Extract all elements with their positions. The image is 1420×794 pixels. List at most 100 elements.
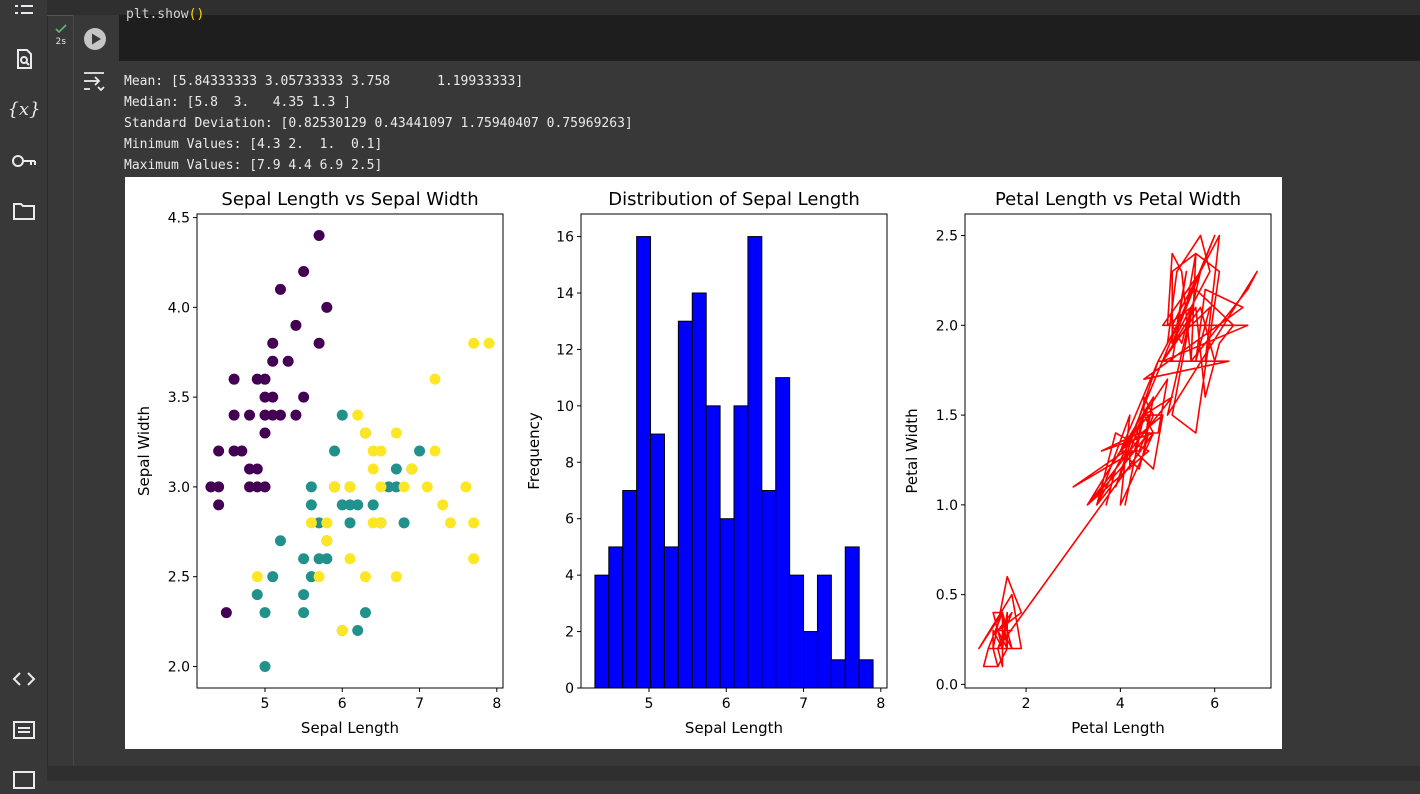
- y-tick-label: 10: [556, 399, 574, 415]
- x-tick-label: 7: [799, 696, 808, 712]
- y-tick-label: 4.5: [168, 211, 190, 227]
- chart-3-y-axis-label: Petal Width: [903, 408, 921, 493]
- x-tick-label: 6: [338, 696, 347, 712]
- terminal-icon[interactable]: [9, 764, 39, 794]
- scatter-point: [259, 607, 271, 619]
- scatter-point: [298, 589, 310, 601]
- scatter-point: [205, 481, 217, 493]
- scatter-point: [336, 625, 348, 637]
- scatter-point: [259, 427, 271, 439]
- scatter-point: [313, 517, 325, 529]
- histogram-bar: [775, 377, 791, 689]
- scatter-point: [236, 445, 248, 457]
- find-replace-icon[interactable]: [9, 44, 39, 74]
- code-parens: (): [188, 7, 205, 22]
- scatter-point: [344, 499, 356, 511]
- scatter-point: [468, 553, 480, 565]
- histogram-bar: [663, 546, 679, 689]
- code-editor[interactable]: plt.show(): [119, 7, 1420, 61]
- chart-3-frame: [964, 213, 1272, 689]
- scatter-point: [305, 571, 317, 583]
- x-tick-label: 8: [876, 696, 885, 712]
- scatter-point: [321, 301, 333, 313]
- scatter-point: [336, 409, 348, 421]
- matplotlib-figure: 5 6 7 8 2.0 2.5 3.0 3.5 4.0 4.5 Sepal Length vs Se…: [125, 177, 1282, 749]
- scatter-point: [290, 409, 302, 421]
- x-tick-label: 4: [1116, 696, 1125, 712]
- x-tick-label: 6: [1210, 696, 1219, 712]
- chart-1-y-axis-label: Sepal Width: [135, 406, 153, 496]
- histogram-bar: [733, 405, 749, 689]
- output-line-std: Standard Deviation: [0.82530129 0.434410…: [124, 116, 633, 131]
- scatter-point: [344, 553, 356, 565]
- scatter-point: [313, 571, 325, 583]
- output-line-mean: Mean: [5.84333333 3.05733333 3.758 1.199…: [124, 74, 524, 89]
- y-tick-label: 6: [565, 512, 574, 528]
- y-tick-label: 0.0: [936, 677, 958, 693]
- scatter-point: [313, 553, 325, 565]
- scatter-point: [267, 391, 279, 403]
- scatter-point: [251, 589, 263, 601]
- scatter-point: [213, 499, 225, 511]
- scatter-point: [228, 445, 240, 457]
- y-tick-label: 4.0: [168, 300, 190, 316]
- scatter-point: [290, 319, 302, 331]
- files-folder-icon[interactable]: [9, 196, 39, 226]
- series-line: [978, 234, 1258, 668]
- scatter-point: [305, 499, 317, 511]
- histogram-bar: [594, 574, 610, 689]
- run-cell-button[interactable]: [72, 16, 118, 62]
- scatter-point: [483, 337, 495, 349]
- scatter-point: [421, 481, 433, 493]
- next-cell-edge: [47, 766, 1420, 781]
- scatter-point: [298, 607, 310, 619]
- scatter-point: [298, 553, 310, 565]
- chart-3-title: Petal Length vs Petal Width: [995, 189, 1241, 210]
- table-of-contents-icon[interactable]: [9, 0, 39, 21]
- execution-time: 2s: [55, 37, 67, 47]
- scatter-point: [398, 481, 410, 493]
- code-snippets-icon[interactable]: [9, 664, 39, 694]
- check-icon: [55, 24, 67, 34]
- scatter-point: [390, 571, 402, 583]
- scatter-point: [274, 283, 286, 295]
- chart-2-frame: [580, 213, 888, 689]
- scatter-point: [352, 409, 364, 421]
- cell-execution-status: 2s: [50, 24, 72, 47]
- chart-3-plot-area: [978, 234, 1258, 668]
- scatter-point: [359, 607, 371, 619]
- code-function: plt.show: [126, 7, 189, 22]
- scatter-point: [220, 607, 232, 619]
- scatter-point: [274, 409, 286, 421]
- histogram-bar: [636, 236, 652, 689]
- scatter-point: [259, 373, 271, 385]
- histogram-bar: [830, 659, 846, 689]
- scatter-point: [429, 445, 441, 457]
- histogram-bar: [816, 574, 832, 689]
- scatter-point: [375, 445, 387, 457]
- histogram-bar: [677, 320, 693, 689]
- histogram-bar: [608, 546, 624, 689]
- chart-2-title: Distribution of Sepal Length: [608, 189, 860, 210]
- scatter-point: [390, 481, 402, 493]
- scatter-point: [367, 463, 379, 475]
- scatter-point: [259, 481, 271, 493]
- secrets-key-icon[interactable]: [9, 146, 39, 176]
- y-tick-label: 3.0: [168, 480, 190, 496]
- histogram-bar: [622, 490, 638, 689]
- output-actions-toggle[interactable]: [82, 70, 106, 92]
- y-tick-label: 8: [565, 455, 574, 471]
- histogram-bar: [803, 631, 818, 689]
- scatter-point: [344, 481, 356, 493]
- figure-svg: 5 6 7 8 2.0 2.5 3.0 3.5 4.0 4.5 Sepal Length vs Se…: [135, 189, 1272, 737]
- command-palette-icon[interactable]: [9, 715, 39, 745]
- y-tick-label: 2.0: [168, 659, 190, 675]
- scatter-point: [274, 535, 286, 547]
- scatter-point: [336, 499, 348, 511]
- variables-icon[interactable]: {x}: [7, 94, 40, 124]
- scatter-point: [321, 553, 333, 565]
- y-tick-label: 14: [556, 286, 574, 302]
- scatter-point: [359, 571, 371, 583]
- x-tick-label: 8: [492, 696, 501, 712]
- play-icon: [84, 28, 106, 50]
